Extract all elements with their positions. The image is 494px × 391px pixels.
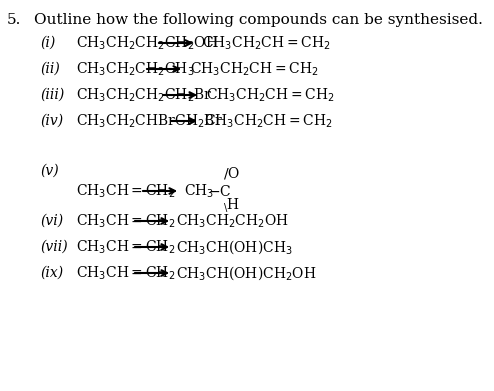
Text: CH$_3$CH$=$CH$_2$: CH$_3$CH$=$CH$_2$ — [76, 238, 175, 256]
Text: (iv): (iv) — [40, 114, 63, 128]
Text: CH$_3$CH$_2$CH$_2$CH$_3$: CH$_3$CH$_2$CH$_2$CH$_3$ — [76, 60, 195, 78]
Text: CH$_3$CH$_2$CH$_2$OH: CH$_3$CH$_2$CH$_2$OH — [176, 212, 289, 230]
Text: 5.: 5. — [6, 13, 21, 27]
Text: CH$_3$CH$=$CH$_2$: CH$_3$CH$=$CH$_2$ — [76, 212, 175, 230]
Text: (i): (i) — [40, 36, 55, 50]
Text: (v): (v) — [40, 164, 59, 178]
Text: CH$_3$CH$_2$CH$=$CH$_2$: CH$_3$CH$_2$CH$=$CH$_2$ — [204, 112, 333, 130]
Text: CH$_3$CH(OH)CH$_2$OH: CH$_3$CH(OH)CH$_2$OH — [176, 264, 317, 282]
Text: CH$_3$CH(OH)CH$_3$: CH$_3$CH(OH)CH$_3$ — [176, 238, 293, 256]
Text: Outline how the following compounds can be synthesised.: Outline how the following compounds can … — [34, 13, 483, 27]
Text: (vi): (vi) — [40, 214, 63, 228]
Text: CH$_3$: CH$_3$ — [184, 182, 214, 200]
Text: CH$_3$CH$_2$CHBrCH$_2$Br: CH$_3$CH$_2$CHBrCH$_2$Br — [76, 112, 223, 130]
Text: $_{\backslash}$H: $_{\backslash}$H — [222, 196, 240, 214]
Text: CH$_3$CH$_2$CH$=$CH$_2$: CH$_3$CH$_2$CH$=$CH$_2$ — [202, 34, 330, 52]
Text: CH$_3$CH$=$CH$_2$: CH$_3$CH$=$CH$_2$ — [76, 264, 175, 282]
Text: (ix): (ix) — [40, 266, 63, 280]
Text: (vii): (vii) — [40, 240, 68, 254]
Text: (ii): (ii) — [40, 62, 60, 76]
Text: (iii): (iii) — [40, 88, 64, 102]
Text: CH$_3$CH$_2$CH$_2$CH$_2$Br: CH$_3$CH$_2$CH$_2$CH$_2$Br — [76, 86, 213, 104]
Text: CH$_3$CH$=$CH$_2$: CH$_3$CH$=$CH$_2$ — [76, 182, 175, 200]
Text: CH$_3$CH$_2$CH$=$CH$_2$: CH$_3$CH$_2$CH$=$CH$_2$ — [206, 86, 334, 104]
Text: $-$C: $-$C — [208, 183, 232, 199]
Text: CH$_3$CH$_2$CH$=$CH$_2$: CH$_3$CH$_2$CH$=$CH$_2$ — [190, 60, 319, 78]
Text: CH$_3$CH$_2$CH$_2$CH$_2$OH: CH$_3$CH$_2$CH$_2$CH$_2$OH — [76, 34, 218, 52]
Text: $\!\!/\!\!/$O: $\!\!/\!\!/$O — [222, 165, 240, 181]
